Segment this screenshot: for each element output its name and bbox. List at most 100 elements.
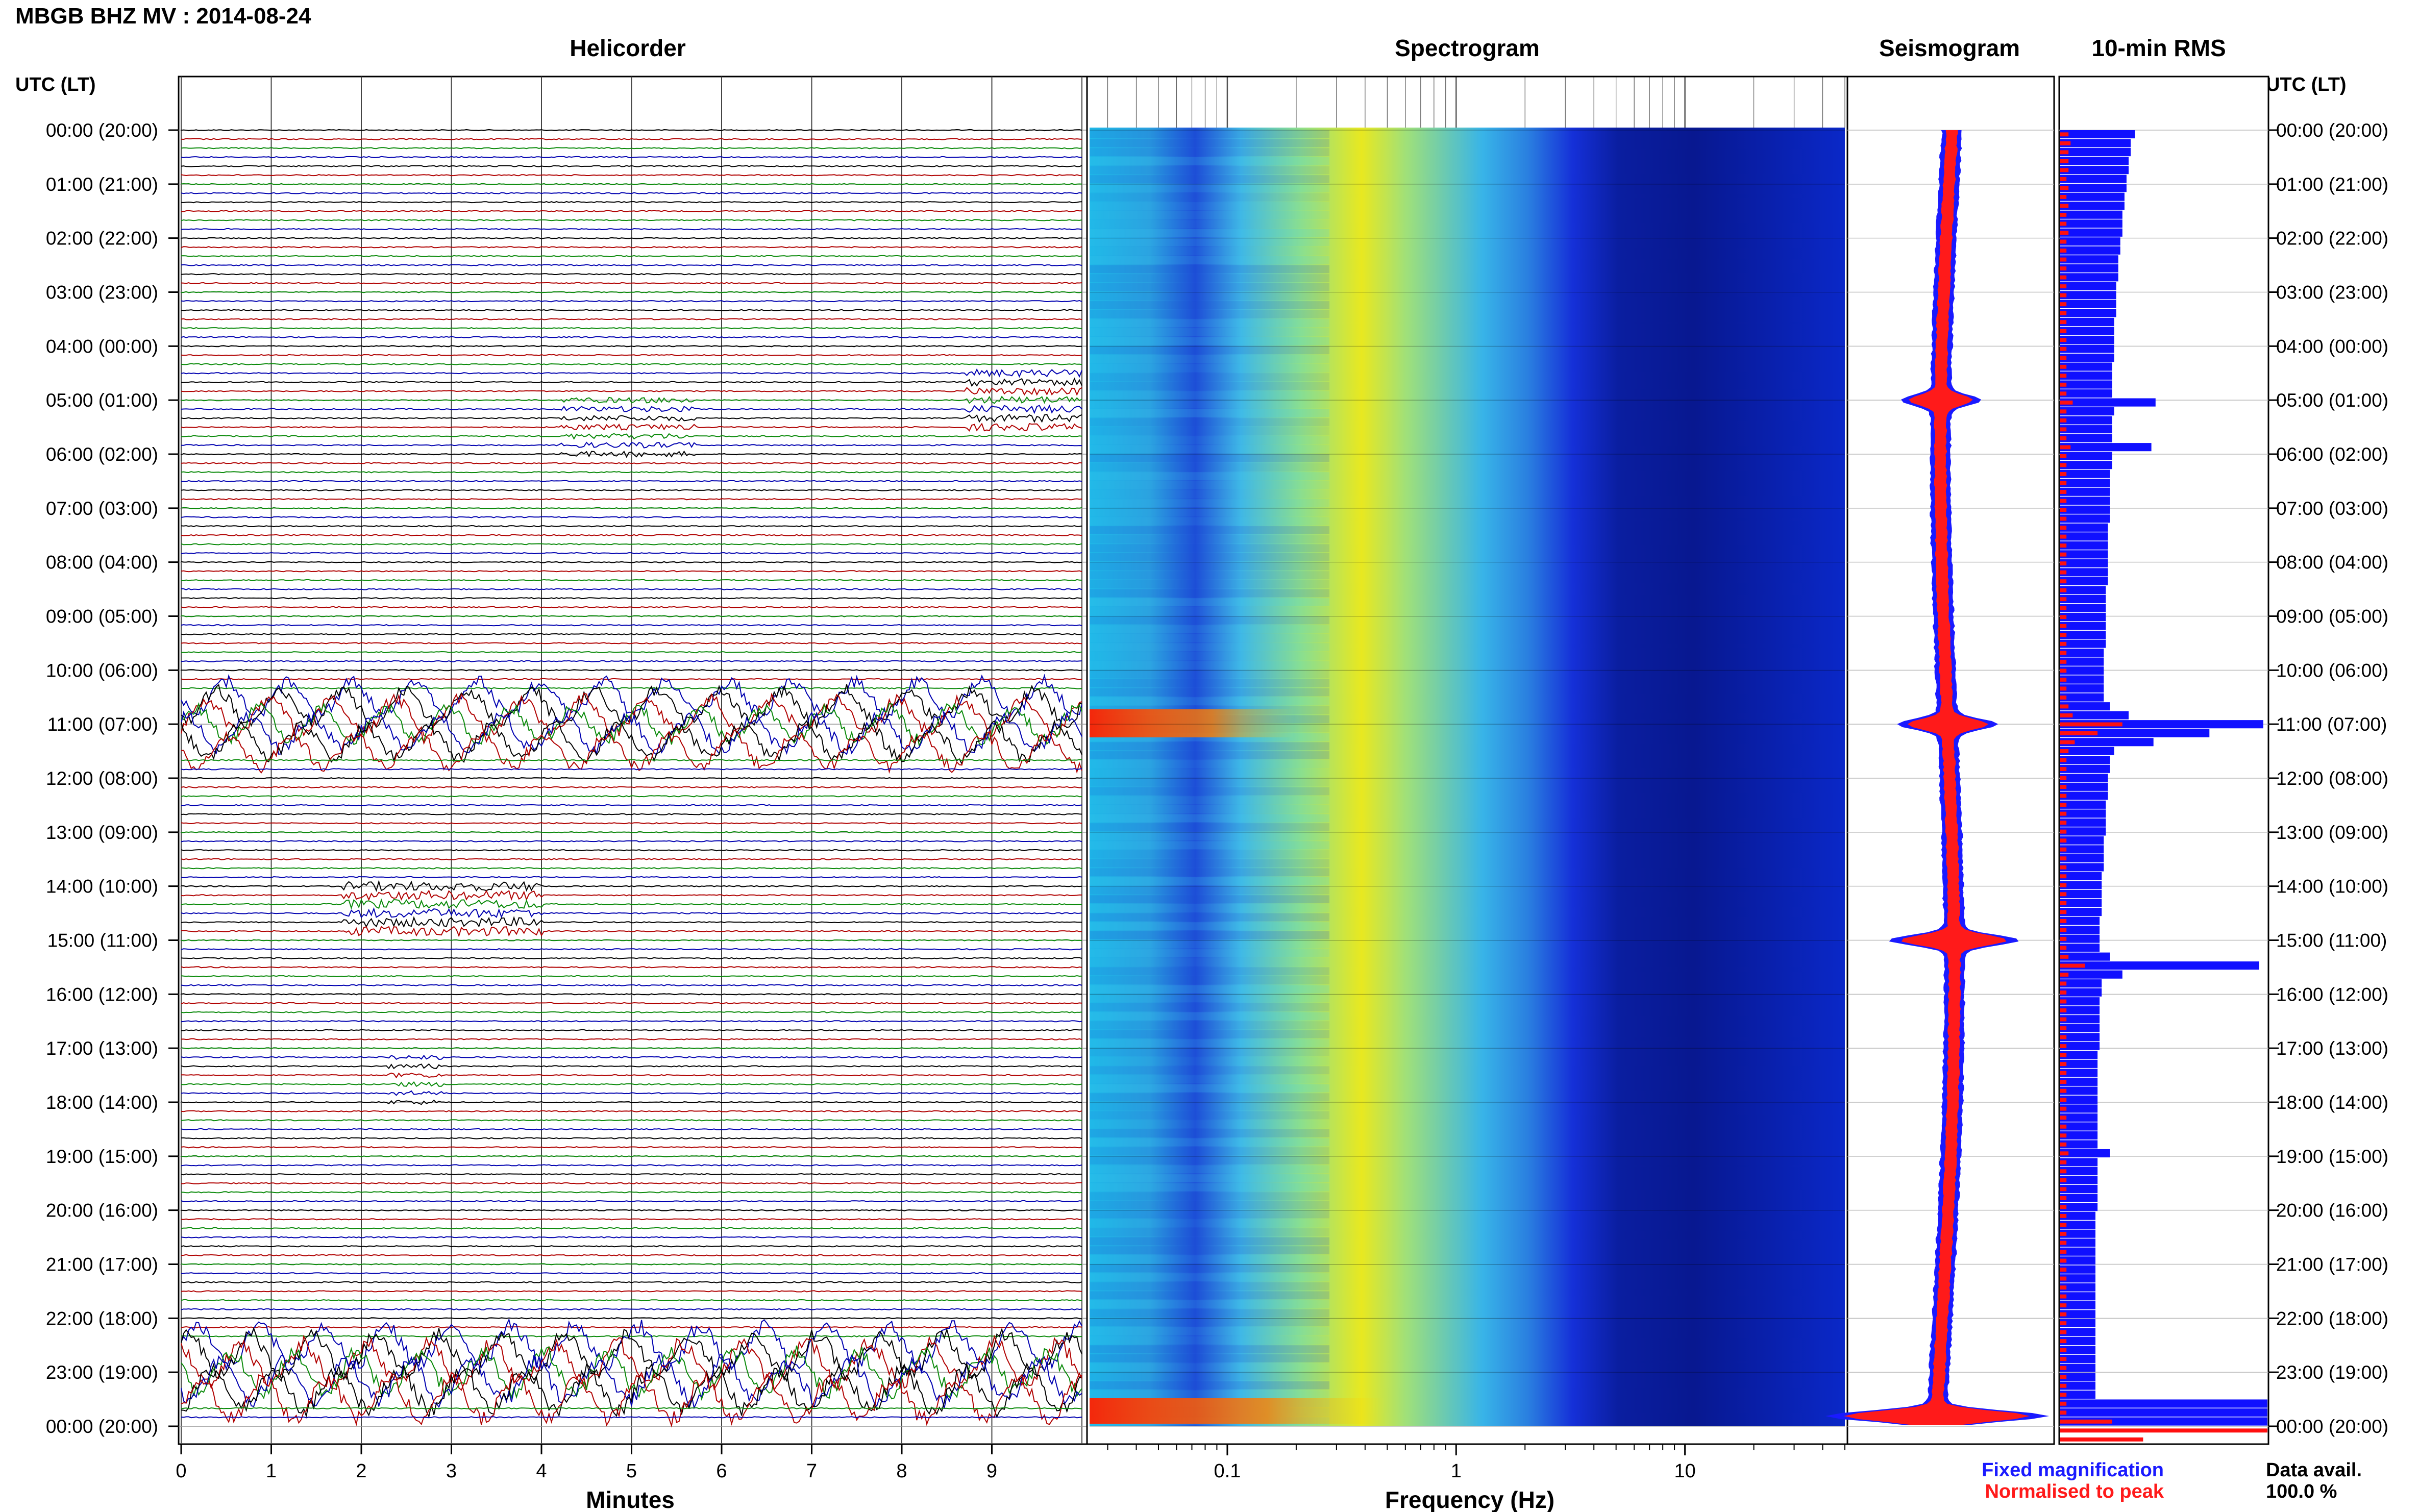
rms-fixed-bar (2060, 1364, 2095, 1372)
spectrogram-row (1090, 301, 1329, 310)
rms-fixed-bar (2060, 738, 2154, 747)
spectrogram-row (1090, 634, 1329, 642)
rms-normalised-bar (2060, 463, 2067, 467)
hour-label-left: 02:00 (22:00) (46, 228, 158, 249)
spectrogram-row (1090, 508, 1329, 516)
rms-fixed-bar (2060, 1328, 2095, 1336)
hour-label-right: 16:00 (12:00) (2276, 984, 2388, 1005)
minute-tick-label: 9 (986, 1460, 997, 1482)
rms-fixed-bar (2060, 380, 2112, 389)
helicorder-trace (181, 1063, 1082, 1070)
helicorder-trace (181, 543, 1082, 546)
rms-fixed-bar (2060, 362, 2112, 371)
rms-fixed-bar (2060, 1390, 2095, 1399)
spectrogram-row (1090, 994, 1329, 1003)
rms-normalised-bar (2060, 803, 2067, 807)
rms-normalised-bar (2060, 767, 2067, 771)
spectrogram-row (1090, 652, 1329, 660)
spectrogram-rows (1090, 130, 1329, 1426)
helicorder-trace (181, 1090, 1082, 1096)
rms-normalised-bar (2060, 418, 2067, 423)
rms-fixed-bar (2060, 1149, 2110, 1158)
helicorder-trace (181, 939, 1082, 941)
rms-normalised-bar (2060, 311, 2067, 315)
minutes-axis-label: Minutes (586, 1486, 675, 1512)
rms-fixed-bar (2060, 1158, 2098, 1167)
rms-normalised-bar (2060, 1008, 2067, 1012)
rms-normalised-bar (2060, 1026, 2067, 1030)
spectrogram-row (1090, 922, 1329, 931)
legend-fixed-magnification: Fixed magnification (1982, 1459, 2164, 1481)
rms-fixed-bar (2060, 550, 2108, 559)
rms-normalised-bar (2060, 999, 2067, 1004)
minute-tick-label: 7 (806, 1460, 817, 1482)
helicorder-trace (181, 1416, 1082, 1419)
rms-normalised-bar (2060, 874, 2067, 879)
hour-label-right: 14:00 (10:00) (2276, 876, 2388, 897)
helicorder-traces (181, 129, 1082, 1428)
rms-fixed-bar (2060, 469, 2110, 478)
spectrogram-row (1090, 643, 1329, 652)
hour-label-right: 19:00 (15:00) (2276, 1146, 2388, 1167)
rms-fixed-bar (2060, 327, 2114, 335)
rms-normalised-bar (2060, 1124, 2067, 1129)
helicorder-trace (181, 1020, 1082, 1023)
helicorder-trace (181, 957, 1082, 959)
helicorder-trace (181, 966, 1082, 969)
rms-fixed-bar (2060, 300, 2116, 308)
helicorder-trace (181, 993, 1082, 996)
helicorder-trace (181, 138, 1082, 140)
rms-normalised-bar (2060, 472, 2067, 476)
helicorder-trace (181, 462, 1082, 464)
rms-normalised-bar (2060, 445, 2071, 450)
helicorder-trace (181, 228, 1082, 231)
rms-normalised-bar (2060, 543, 2067, 548)
spectrogram-row (1090, 265, 1329, 274)
rms-fixed-bar (2060, 559, 2108, 567)
spectrogram-row (1090, 409, 1329, 417)
spectrogram-row (1090, 1156, 1329, 1164)
spectrogram-row (1090, 787, 1329, 796)
rms-normalised-bar (2060, 382, 2067, 387)
helicorder-trace (181, 889, 1082, 901)
rms-fixed-bar (2060, 612, 2106, 622)
rms-normalised-bar (2060, 1268, 2067, 1272)
rms-normalised-bar (2060, 374, 2067, 378)
spectrogram-row (1090, 1030, 1329, 1038)
rms-normalised-bar (2060, 758, 2067, 762)
rms-fixed-bar (2060, 1042, 2100, 1050)
rms-normalised-bar (2060, 1312, 2067, 1317)
helicorder-trace (181, 441, 1082, 449)
hour-labels-right: 00:00 (20:00) 01:00 (21:00) 02:00 (22:00) 0… (2268, 120, 2388, 1437)
hour-label-left: 00:00 (20:00) (46, 1416, 158, 1437)
helicorder-trace (181, 597, 1082, 600)
helicorder-trace (181, 327, 1082, 330)
rms-fixed-bar (2060, 711, 2129, 720)
helicorder-trace (181, 1254, 1082, 1257)
spectrogram-row (1090, 1282, 1329, 1291)
rms-normalised-bar (2060, 391, 2067, 396)
rms-fixed-bar (2060, 854, 2104, 863)
rms-fixed-bar (2060, 1059, 2098, 1068)
rms-fixed-bar (2060, 872, 2102, 881)
rms-normalised-bar (2060, 624, 2067, 628)
rms-normalised-bar (2060, 990, 2067, 995)
helicorder-trace (181, 165, 1082, 167)
spectrogram-row (1090, 130, 1329, 138)
rms-normalised-bar (2060, 892, 2067, 897)
hour-label-right: 23:00 (19:00) (2276, 1362, 2388, 1383)
spectrogram-row (1090, 1057, 1329, 1065)
spectrogram-row (1090, 1039, 1329, 1048)
rms-fixed-bar (2060, 264, 2118, 272)
hour-label-left: 03:00 (23:00) (46, 282, 158, 303)
rms-normalised-bar (2060, 1062, 2067, 1067)
spectrogram-row (1090, 148, 1329, 157)
seismogram-normalised-trace (1844, 130, 2030, 1425)
rms-normalised-bar (2060, 329, 2067, 333)
rms-normalised-bar (2060, 204, 2069, 208)
rms-normalised-bar (2060, 1098, 2067, 1102)
helicorder-trace (181, 1334, 1082, 1392)
rms-fixed-bar (2060, 594, 2106, 604)
rms-normalised-bar (2060, 275, 2067, 280)
